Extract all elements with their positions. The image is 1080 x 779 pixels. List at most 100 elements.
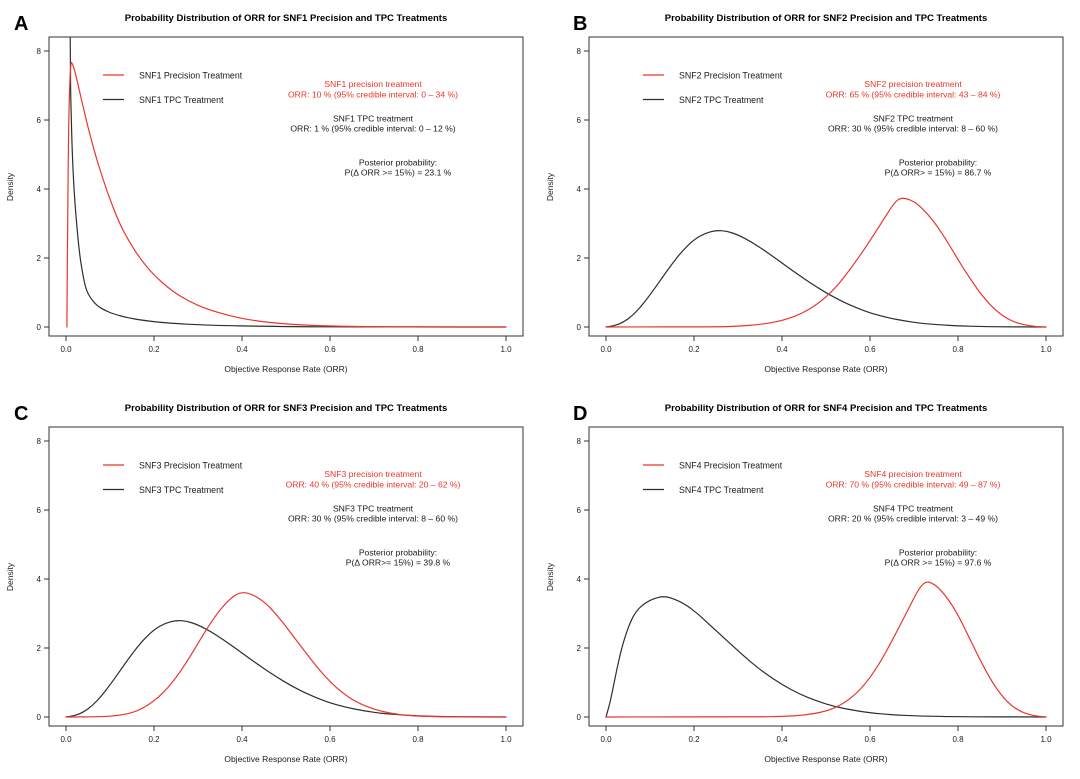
y-tick-label: 4: [577, 575, 582, 584]
tpc-annotation-orr: ORR: 30 % (95% credible interval: 8 – 60…: [288, 514, 458, 524]
x-tick-label: 0.6: [864, 735, 876, 744]
legend-tpc-label: SNF3 TPC Treatment: [139, 485, 224, 495]
x-tick-label: 0.4: [776, 345, 788, 354]
y-tick-label: 4: [577, 185, 582, 194]
axes: 0.0 0.2 0.4 0.6 0.8 1.0 0 2 4 6 8: [37, 36, 524, 354]
x-tick-label: 1.0: [1040, 735, 1052, 744]
panel-label: C: [14, 403, 28, 425]
x-tick-label: 0.2: [148, 345, 160, 354]
posterior-probability-label: Posterior probability:: [359, 158, 437, 168]
y-tick-label: 0: [577, 323, 582, 332]
density-plot-svg-a: A Probability Distribution of ORR for SN…: [5, 13, 524, 374]
panel-label: A: [14, 13, 28, 35]
y-tick-label: 8: [37, 437, 42, 446]
precision-annotation-title: SNF4 precision treatment: [864, 469, 962, 479]
x-tick-label: 0.2: [148, 735, 160, 744]
legend-precision-label: SNF1 Precision Treatment: [139, 71, 243, 81]
x-tick-label: 0.6: [324, 345, 336, 354]
precision-annotation-title: SNF2 precision treatment: [864, 79, 962, 89]
y-tick-label: 6: [37, 116, 42, 125]
y-tick-label: 8: [37, 47, 42, 56]
density-curves: [605, 581, 1047, 718]
y-tick-label: 8: [577, 47, 582, 56]
panel-title: Probability Distribution of ORR for SNF4…: [665, 403, 988, 414]
tpc-annotation-title: SNF4 TPC treatment: [873, 504, 954, 514]
plot-frame: [48, 426, 524, 727]
density-plot-svg-d: D Probability Distribution of ORR for SN…: [545, 403, 1064, 764]
y-axis-label: Density: [545, 562, 555, 591]
x-tick-label: 0.8: [952, 345, 964, 354]
y-axis-label: Density: [545, 172, 555, 201]
tpc-annotation-orr: ORR: 30 % (95% credible interval: 8 – 60…: [828, 124, 998, 134]
panel-d: D Probability Distribution of ORR for SN…: [540, 390, 1080, 779]
precision-density-curve: [65, 592, 507, 718]
y-tick-label: 2: [577, 254, 582, 263]
tpc-annotation-orr: ORR: 20 % (95% credible interval: 3 – 49…: [828, 514, 998, 524]
posterior-probability-label: Posterior probability:: [899, 158, 977, 168]
y-tick-label: 6: [577, 116, 582, 125]
y-tick-label: 2: [577, 644, 582, 653]
y-tick-label: 6: [577, 506, 582, 515]
y-tick-label: 6: [37, 506, 42, 515]
panel-c: C Probability Distribution of ORR for SN…: [0, 390, 540, 779]
y-tick-label: 2: [37, 644, 42, 653]
x-tick-label: 0.8: [412, 345, 424, 354]
x-tick-label: 0.2: [688, 345, 700, 354]
posterior-probability-label: Posterior probability:: [899, 548, 977, 558]
panel-title: Probability Distribution of ORR for SNF1…: [125, 13, 448, 24]
plot-frame: [48, 36, 524, 337]
panel-title: Probability Distribution of ORR for SNF2…: [665, 13, 988, 24]
axes: 0.0 0.2 0.4 0.6 0.8 1.0 0 2 4 6 8: [577, 426, 1064, 744]
density-curves: [65, 592, 507, 718]
posterior-probability-label: Posterior probability:: [359, 548, 437, 558]
axes: 0.0 0.2 0.4 0.6 0.8 1.0 0 2 4 6 8: [37, 426, 524, 744]
y-axis-label: Density: [5, 562, 15, 591]
x-tick-label: 0.8: [412, 735, 424, 744]
legend-tpc-label: SNF4 TPC Treatment: [679, 485, 764, 495]
precision-annotation-orr: ORR: 10 % (95% credible interval: 0 – 34…: [288, 90, 458, 100]
panel-title: Probability Distribution of ORR for SNF3…: [125, 403, 448, 414]
y-axis-label: Density: [5, 172, 15, 201]
x-tick-label: 1.0: [500, 735, 512, 744]
tpc-annotation-title: SNF1 TPC treatment: [333, 114, 414, 124]
y-tick-label: 4: [37, 575, 42, 584]
posterior-probability-value: P(Δ ORR>= 15%) = 39.8 %: [346, 558, 451, 568]
legend-tpc-label: SNF1 TPC Treatment: [139, 95, 224, 105]
precision-annotation-title: SNF3 precision treatment: [324, 469, 422, 479]
x-tick-label: 0.4: [236, 735, 248, 744]
density-plot-svg-b: B Probability Distribution of ORR for SN…: [545, 13, 1064, 374]
x-axis-label: Objective Response Rate (ORR): [764, 754, 887, 764]
y-tick-label: 4: [37, 185, 42, 194]
precision-density-curve: [605, 197, 1047, 328]
x-tick-label: 1.0: [1040, 345, 1052, 354]
y-tick-label: 8: [577, 437, 582, 446]
panel-label: D: [573, 403, 587, 425]
density-curves: [66, 37, 507, 328]
precision-annotation-orr: ORR: 70 % (95% credible interval: 49 – 8…: [826, 480, 1001, 490]
tpc-density-curve: [605, 596, 1047, 718]
tpc-annotation-title: SNF3 TPC treatment: [333, 504, 414, 514]
legend-precision-label: SNF3 Precision Treatment: [139, 461, 243, 471]
x-tick-label: 0.6: [324, 735, 336, 744]
posterior-probability-value: P(Δ ORR >= 15%) = 23.1 %: [345, 168, 452, 178]
legend-tpc-label: SNF2 TPC Treatment: [679, 95, 764, 105]
x-tick-label: 0.8: [952, 735, 964, 744]
posterior-probability-value: P(Δ ORR >= 15%) = 97.6 %: [885, 558, 992, 568]
precision-annotation-orr: ORR: 40 % (95% credible interval: 20 – 6…: [286, 480, 461, 490]
x-tick-label: 0.0: [60, 735, 72, 744]
tpc-annotation-title: SNF2 TPC treatment: [873, 114, 954, 124]
x-tick-label: 0.6: [864, 345, 876, 354]
y-tick-label: 0: [37, 323, 42, 332]
density-plot-svg-c: C Probability Distribution of ORR for SN…: [5, 403, 524, 764]
panel-a: A Probability Distribution of ORR for SN…: [0, 0, 540, 389]
x-axis-label: Objective Response Rate (ORR): [224, 754, 347, 764]
tpc-annotation-orr: ORR: 1 % (95% credible interval: 0 – 12 …: [290, 124, 455, 134]
x-tick-label: 0.0: [600, 345, 612, 354]
x-tick-label: 0.0: [600, 735, 612, 744]
precision-density-curve: [605, 581, 1047, 718]
x-tick-label: 0.2: [688, 735, 700, 744]
precision-annotation-orr: ORR: 65 % (95% credible interval: 43 – 8…: [826, 90, 1001, 100]
legend-precision-label: SNF4 Precision Treatment: [679, 461, 783, 471]
density-curves: [605, 197, 1047, 328]
